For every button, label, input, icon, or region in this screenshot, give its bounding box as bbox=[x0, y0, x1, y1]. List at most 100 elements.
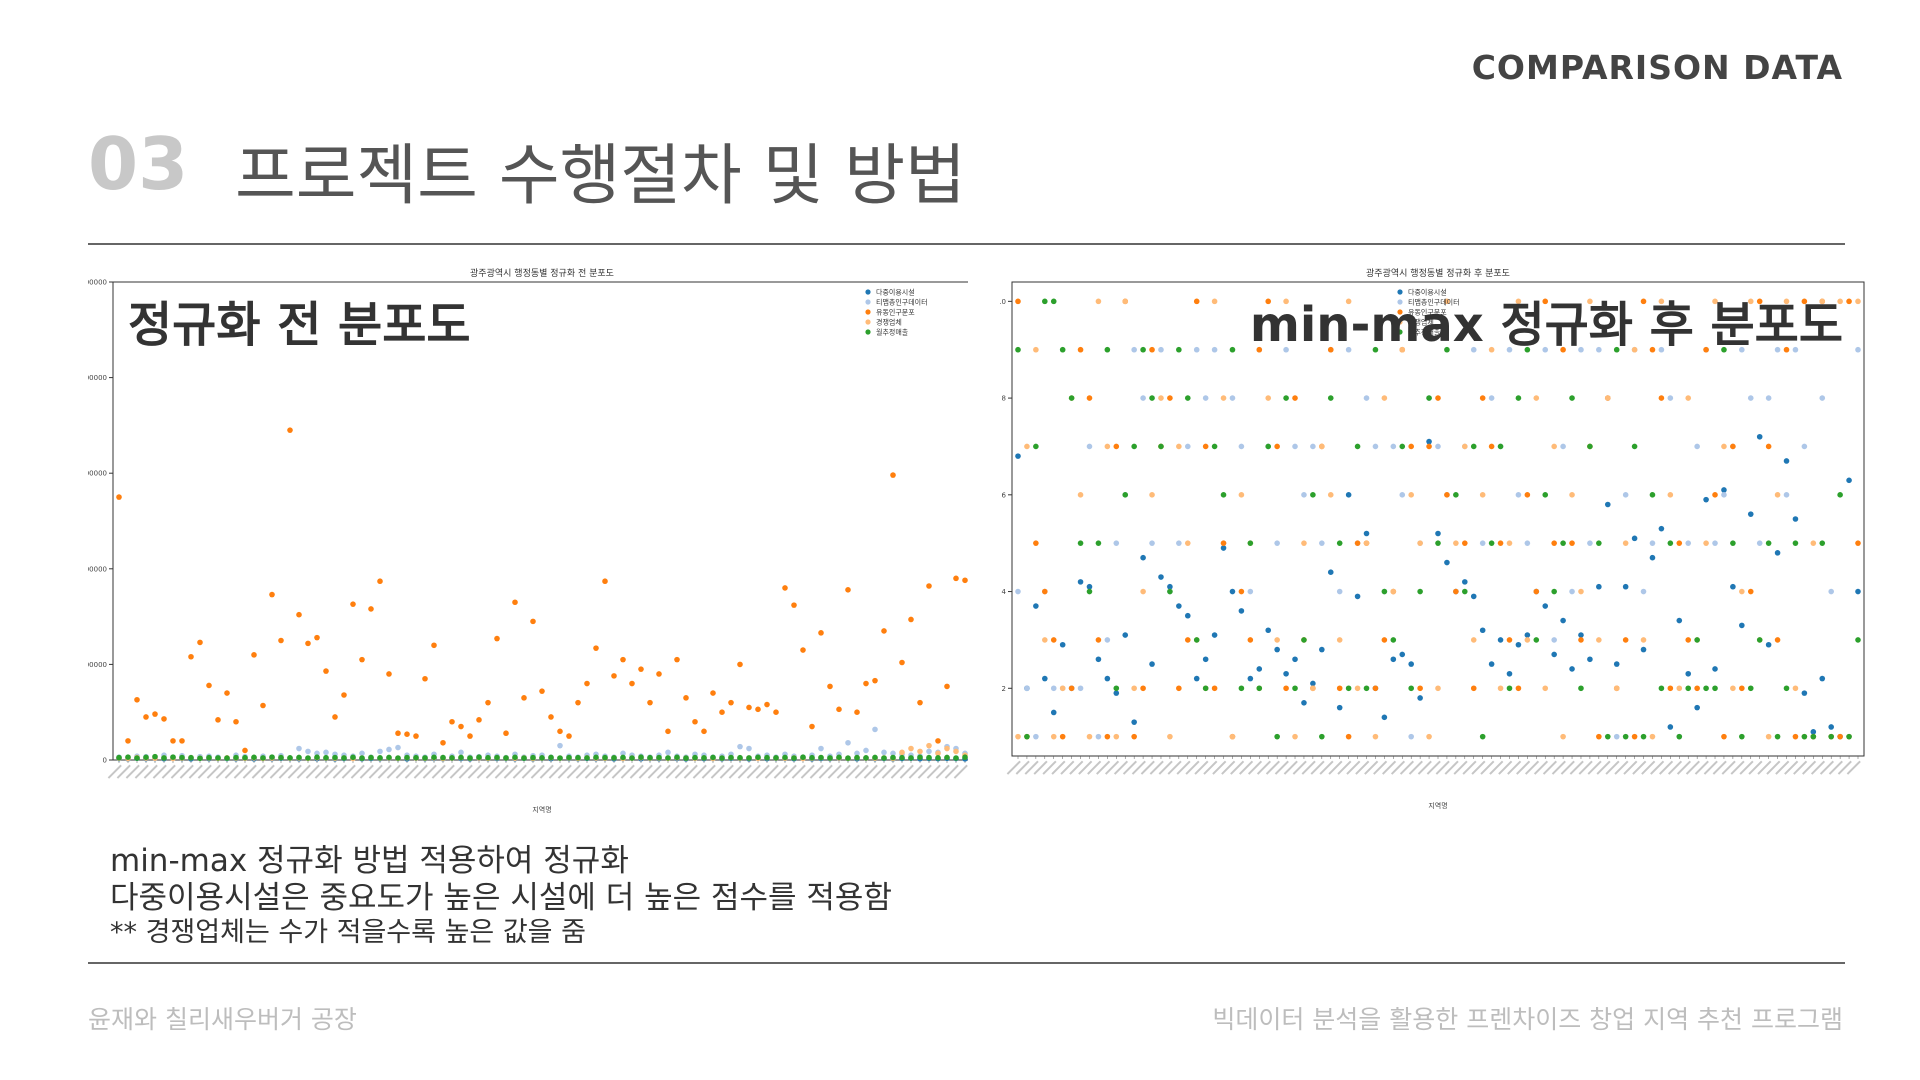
data-point bbox=[1631, 733, 1638, 740]
data-point bbox=[143, 714, 149, 720]
data-point bbox=[1193, 346, 1200, 353]
data-point bbox=[1256, 685, 1263, 692]
data-point bbox=[1783, 458, 1790, 464]
data-point bbox=[1551, 443, 1557, 450]
data-point bbox=[1417, 588, 1423, 595]
data-point bbox=[1774, 637, 1781, 643]
data-point bbox=[1167, 733, 1173, 740]
data-point bbox=[854, 754, 860, 761]
data-point bbox=[1640, 588, 1647, 595]
data-point bbox=[350, 601, 356, 607]
data-point bbox=[1470, 443, 1477, 450]
data-point bbox=[1426, 733, 1432, 740]
data-point bbox=[620, 754, 626, 761]
data-point bbox=[1256, 346, 1263, 353]
data-point bbox=[629, 755, 635, 761]
data-point bbox=[1533, 395, 1540, 401]
data-point bbox=[116, 494, 122, 500]
data-point bbox=[1238, 588, 1245, 595]
data-point bbox=[944, 683, 950, 690]
data-point bbox=[1667, 540, 1674, 546]
x-tick-label bbox=[1784, 760, 1799, 775]
x-tick-label bbox=[179, 764, 194, 779]
data-point bbox=[494, 754, 500, 761]
data-point bbox=[926, 742, 932, 749]
data-point bbox=[1828, 588, 1834, 595]
data-point bbox=[485, 699, 491, 706]
data-point bbox=[1336, 685, 1343, 692]
x-tick-label bbox=[1328, 760, 1343, 775]
data-point bbox=[1336, 637, 1343, 643]
x-tick-label bbox=[359, 764, 374, 779]
data-point bbox=[1739, 622, 1745, 629]
data-point bbox=[899, 659, 905, 666]
data-point bbox=[935, 738, 941, 744]
data-point bbox=[953, 755, 959, 761]
data-point bbox=[1747, 395, 1754, 401]
data-point bbox=[1462, 443, 1468, 450]
x-tick-label bbox=[647, 764, 662, 779]
data-point bbox=[1238, 443, 1245, 450]
section-label: COMPARISON DATA bbox=[1471, 48, 1843, 87]
data-point bbox=[566, 754, 572, 761]
data-point bbox=[170, 754, 176, 760]
x-tick-label bbox=[773, 764, 788, 779]
data-point bbox=[1336, 540, 1343, 546]
data-point bbox=[1193, 298, 1200, 305]
data-point bbox=[1631, 535, 1638, 542]
x-tick-label bbox=[260, 764, 275, 779]
data-point bbox=[575, 754, 581, 761]
data-point bbox=[1131, 443, 1137, 450]
data-point bbox=[1435, 395, 1441, 401]
data-point bbox=[1158, 574, 1164, 580]
data-point bbox=[1229, 588, 1236, 595]
data-point bbox=[1560, 540, 1566, 546]
x-tick-label bbox=[1453, 760, 1468, 775]
data-point bbox=[1658, 346, 1665, 353]
data-point bbox=[1077, 579, 1084, 585]
x-tick-label bbox=[1641, 760, 1656, 775]
chart-before: 광주광역시 행정동별 정규화 전 분포도 0 100000 200000 300000 4… bbox=[88, 267, 968, 814]
data-point bbox=[917, 699, 923, 706]
data-point bbox=[1274, 443, 1280, 450]
data-point bbox=[503, 755, 509, 761]
data-point bbox=[1488, 443, 1495, 450]
x-tick-label bbox=[476, 764, 491, 779]
data-point bbox=[629, 680, 635, 687]
data-point bbox=[1104, 675, 1111, 682]
data-point bbox=[566, 733, 572, 739]
data-point bbox=[1211, 632, 1218, 638]
data-point bbox=[1033, 443, 1039, 450]
x-tick-label bbox=[1587, 760, 1602, 775]
data-point bbox=[323, 668, 329, 674]
data-point bbox=[620, 656, 626, 663]
data-point bbox=[1649, 492, 1656, 498]
x-tick-label bbox=[1131, 760, 1146, 775]
data-point bbox=[1810, 729, 1817, 735]
data-point bbox=[1658, 298, 1665, 305]
data-point bbox=[1604, 395, 1611, 401]
x-tick-label bbox=[1113, 760, 1129, 775]
data-point bbox=[1274, 646, 1280, 653]
data-point bbox=[1694, 443, 1700, 450]
x-tick-label bbox=[854, 764, 869, 779]
data-point bbox=[161, 755, 167, 761]
x-tick-label bbox=[116, 764, 131, 779]
data-point bbox=[1640, 637, 1647, 643]
data-point bbox=[1667, 724, 1674, 730]
data-point bbox=[269, 754, 275, 760]
x-tick-label bbox=[1533, 760, 1549, 775]
data-point bbox=[1184, 612, 1191, 619]
data-point bbox=[1837, 298, 1843, 305]
x-tick-label bbox=[1060, 760, 1075, 775]
data-point bbox=[1533, 588, 1540, 595]
data-point bbox=[197, 639, 203, 646]
data-point bbox=[1372, 346, 1379, 353]
x-tick-label bbox=[422, 764, 437, 779]
data-point bbox=[1354, 685, 1361, 692]
x-tick-label bbox=[413, 764, 428, 779]
data-point bbox=[1470, 637, 1477, 643]
data-point bbox=[1488, 395, 1495, 401]
data-point bbox=[953, 748, 959, 755]
x-tick-label bbox=[737, 764, 752, 779]
